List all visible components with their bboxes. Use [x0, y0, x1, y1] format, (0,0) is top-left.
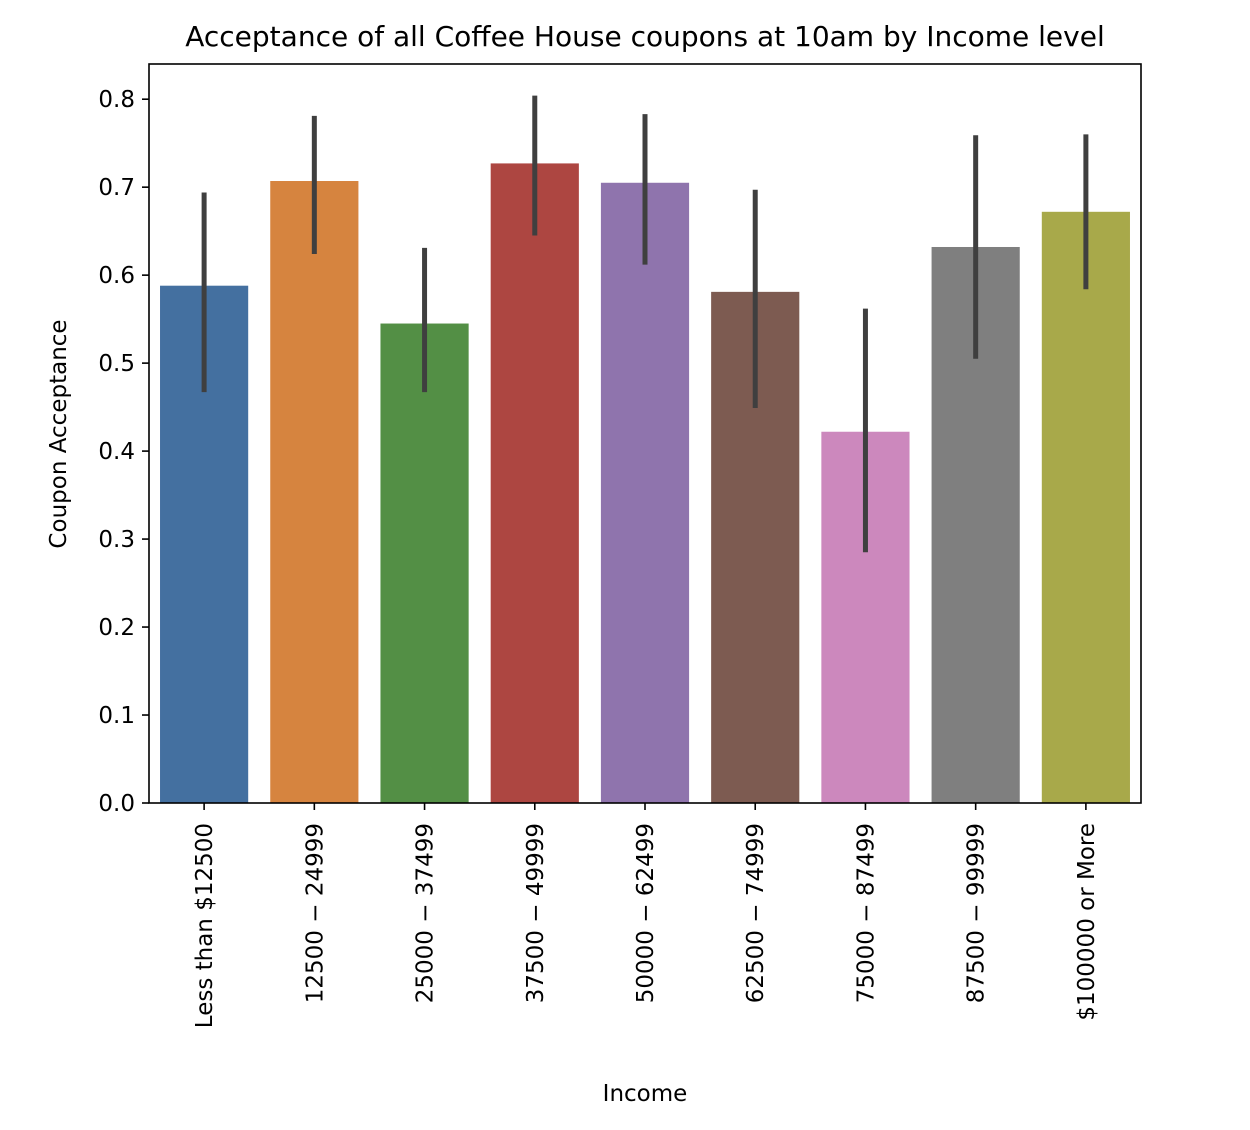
chart-title: Acceptance of all Coffee House coupons a…	[185, 20, 1105, 53]
x-tick-label: 62500 − 74999	[743, 823, 769, 1003]
x-tick-label: 25000 − 37499	[413, 823, 439, 1003]
x-axis-label: Income	[603, 1081, 688, 1107]
plot-area	[160, 95, 1130, 804]
bar	[270, 181, 359, 804]
y-tick-label: 0.7	[98, 175, 135, 201]
y-tick-label: 0.4	[98, 439, 135, 465]
y-axis: 0.0 0.1 0.2 0.3 0.4 0.5 0.6 0.7 0.8	[98, 87, 149, 817]
y-tick-label: 0.3	[98, 527, 135, 553]
x-tick-label: 50000 − 62499	[633, 823, 659, 1003]
x-tick-label: $100000 or More	[1074, 823, 1100, 1021]
y-tick-label: 0.0	[98, 791, 135, 817]
y-axis-label: Coupon Acceptance	[46, 319, 72, 548]
x-tick-label: 87500 − 99999	[964, 823, 990, 1003]
x-tick-label: 37500 − 49999	[523, 823, 549, 1003]
bar	[600, 182, 690, 804]
y-tick-label: 0.6	[98, 263, 135, 289]
x-tick-label: Less than $12500	[192, 823, 218, 1028]
y-tick-label: 0.8	[98, 87, 135, 113]
bar	[1041, 211, 1130, 804]
x-tick-label: 75000 − 87499	[853, 823, 879, 1003]
y-tick-label: 0.2	[98, 615, 135, 641]
x-tick-label: 12500 − 24999	[302, 823, 328, 1003]
bar	[380, 323, 469, 803]
x-axis: Less than $12500 12500 − 24999 25000 − 374…	[192, 803, 1100, 1028]
y-tick-label: 0.5	[98, 351, 135, 377]
bar	[490, 163, 579, 804]
y-tick-label: 0.1	[98, 703, 135, 729]
